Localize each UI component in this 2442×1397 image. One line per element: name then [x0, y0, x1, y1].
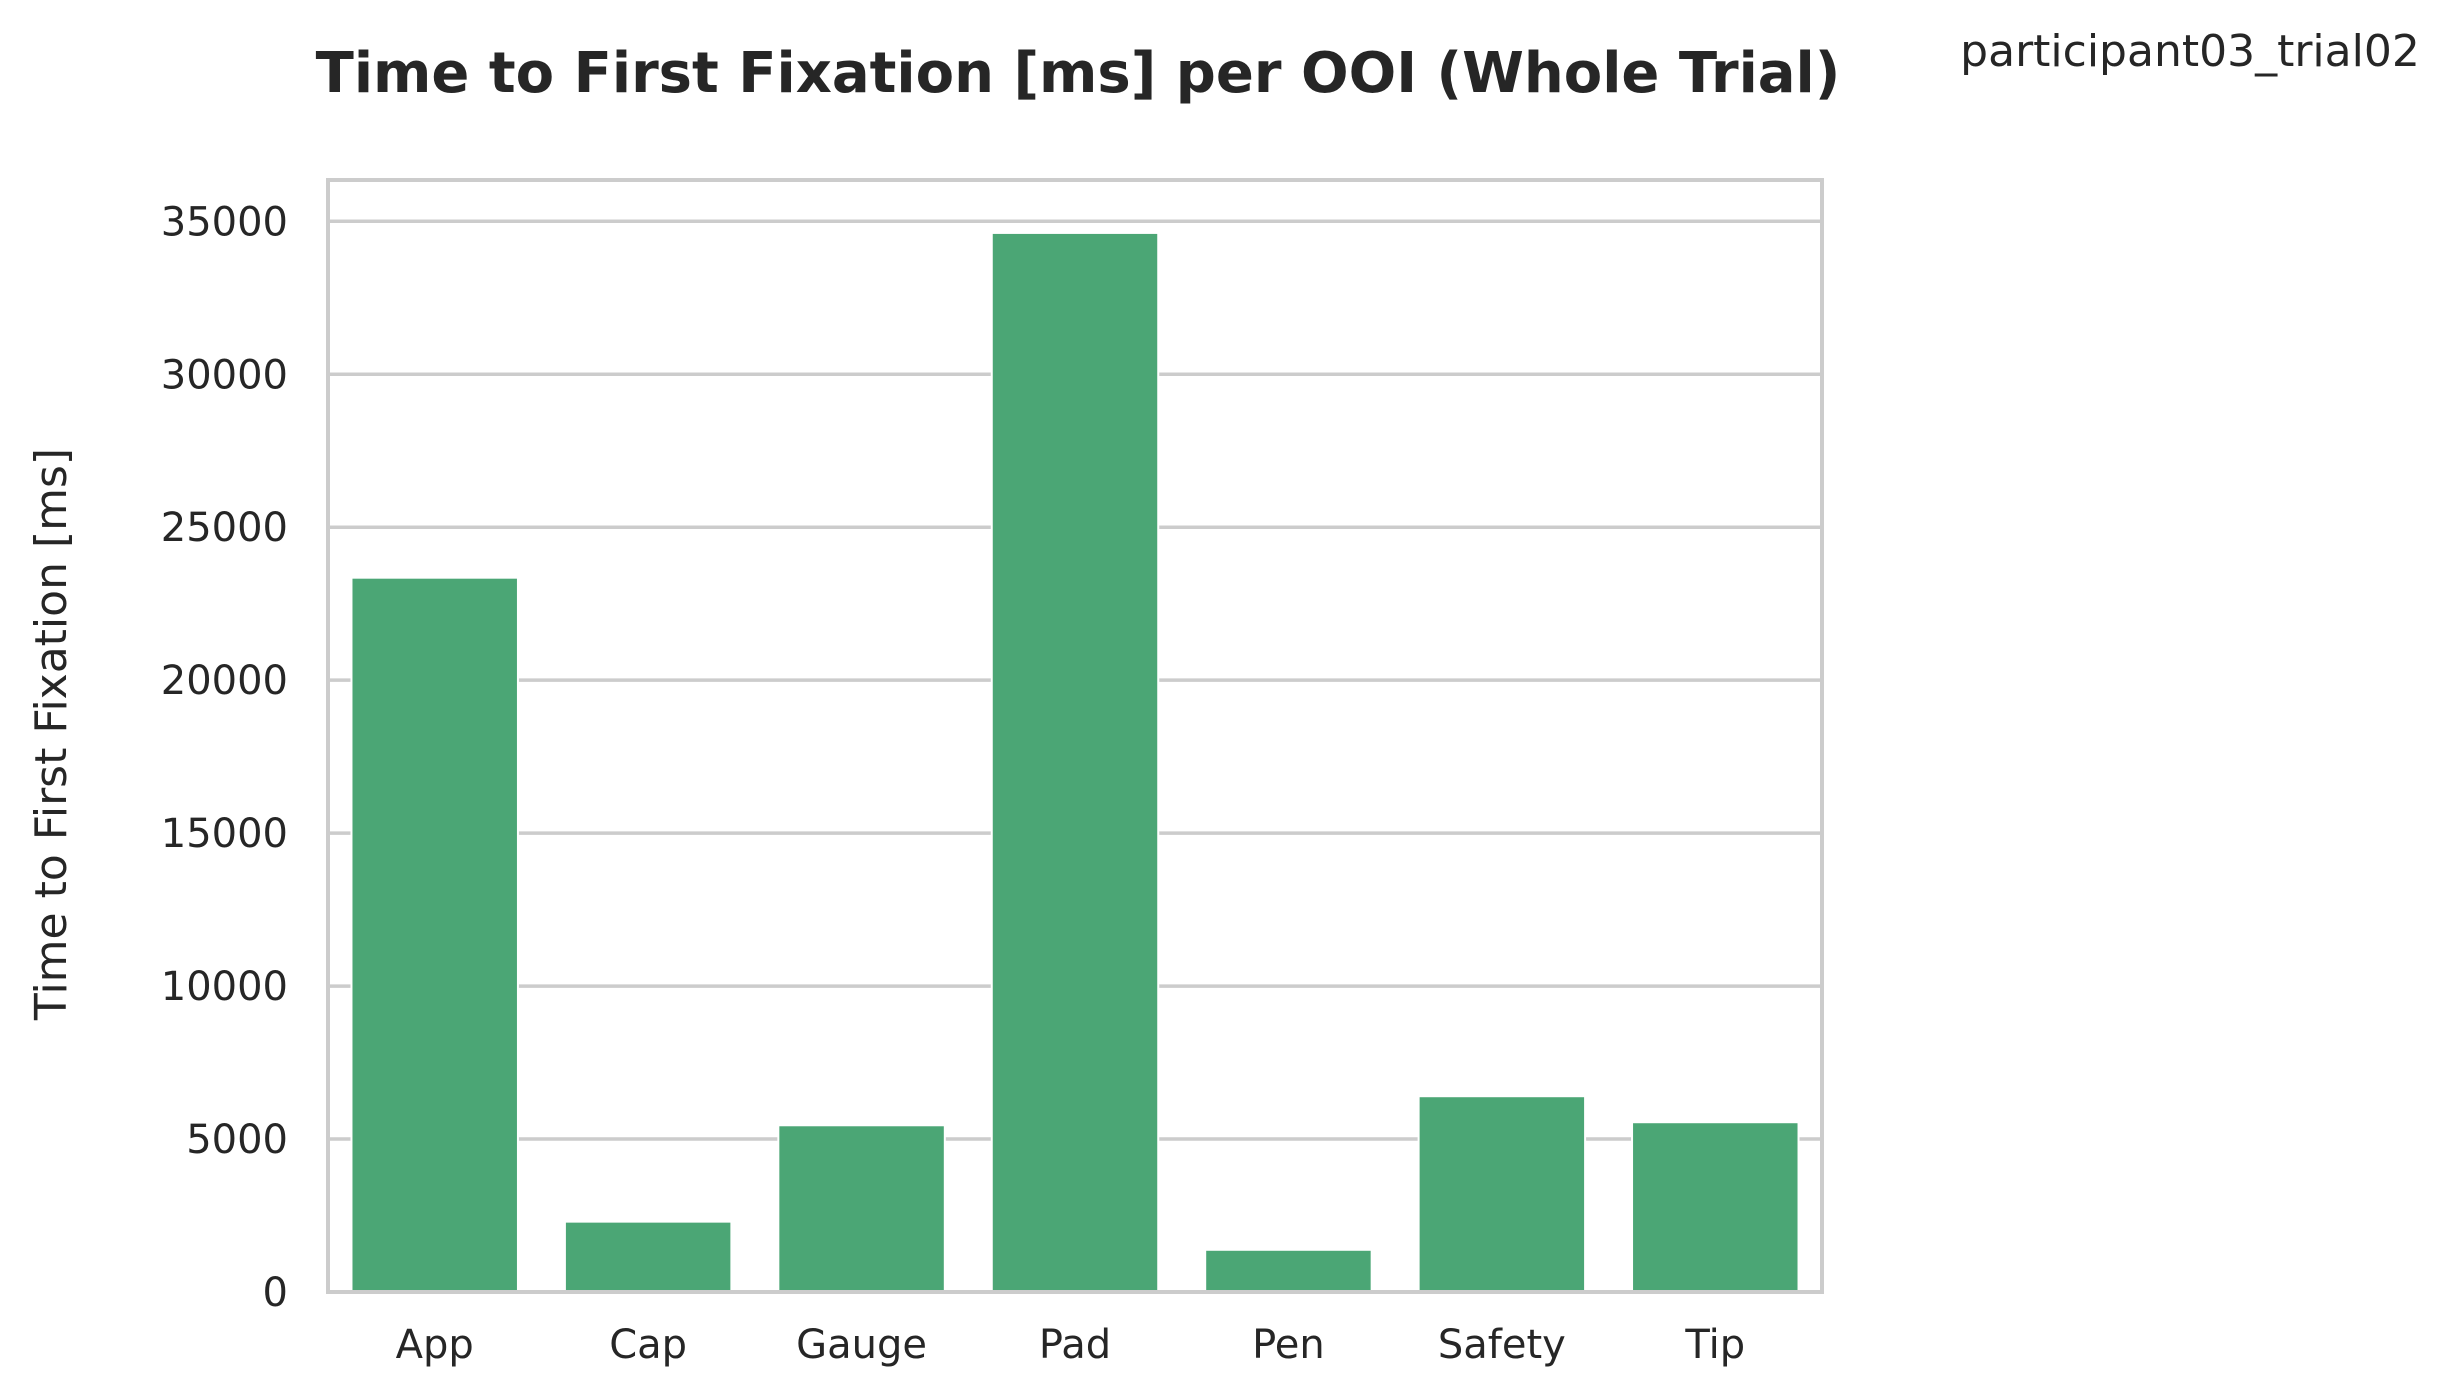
y-tick-label: 30000 — [161, 352, 288, 398]
x-tick-label-pad: Pad — [1039, 1322, 1111, 1368]
y-tick-label: 5000 — [186, 1117, 288, 1163]
x-tick-label-app: App — [396, 1322, 474, 1368]
bar-pen — [1204, 1248, 1373, 1294]
x-tick-label-pen: Pen — [1252, 1322, 1325, 1368]
x-tick-label-gauge: Gauge — [796, 1322, 927, 1368]
x-tick-label-safety: Safety — [1438, 1322, 1566, 1368]
bar-pad — [990, 231, 1160, 1294]
y-tick-label: 0 — [263, 1270, 288, 1316]
bars-group — [350, 231, 1800, 1294]
x-tick-label-cap: Cap — [609, 1322, 687, 1368]
chart-title: Time to First Fixation [ms] per OOI (Who… — [316, 41, 1841, 106]
x-tick-label-tip: Tip — [1684, 1322, 1745, 1368]
bar-gauge — [777, 1124, 946, 1294]
x-tick-labels: App Cap Gauge Pad Pen Safety Tip — [396, 1322, 1746, 1368]
bar-safety — [1417, 1095, 1587, 1294]
y-tick-label: 25000 — [161, 505, 288, 551]
y-axis-label: Time to First Fixation [ms] — [26, 448, 77, 1021]
bar-app — [350, 576, 519, 1293]
bar-cap — [563, 1220, 733, 1294]
y-tick-label: 20000 — [161, 658, 288, 704]
y-tick-label: 35000 — [161, 199, 288, 245]
y-tick-label: 15000 — [161, 811, 288, 857]
y-tick-labels: 0 5000 10000 15000 20000 25000 30000 35000 — [161, 199, 288, 1316]
y-tick-label: 10000 — [161, 964, 288, 1010]
plot-frame — [326, 178, 1824, 1294]
bar-tip — [1631, 1121, 1800, 1293]
chart-subtitle: participant03_trial02 — [1960, 26, 2420, 77]
